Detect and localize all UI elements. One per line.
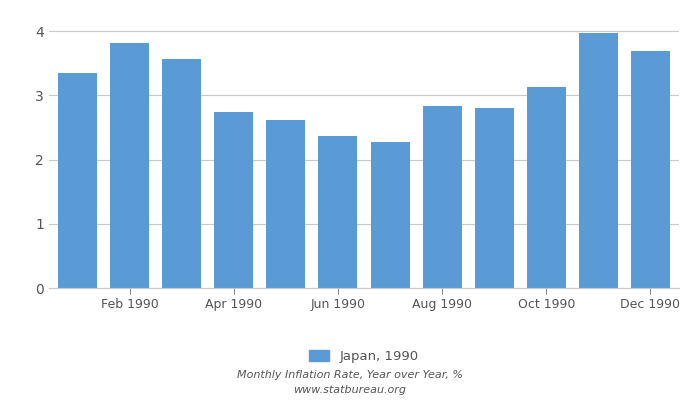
Bar	[267, 120, 305, 288]
Bar	[370, 142, 410, 288]
Bar	[162, 59, 202, 288]
Bar	[475, 108, 514, 288]
Bar	[110, 43, 149, 288]
Bar	[526, 87, 566, 288]
Legend: Japan, 1990: Japan, 1990	[304, 344, 424, 368]
Bar	[579, 33, 618, 288]
Bar	[318, 136, 358, 288]
Bar	[631, 51, 670, 288]
Bar	[423, 106, 461, 288]
Bar	[214, 112, 253, 288]
Bar	[58, 73, 97, 288]
Text: Monthly Inflation Rate, Year over Year, %: Monthly Inflation Rate, Year over Year, …	[237, 370, 463, 380]
Text: www.statbureau.org: www.statbureau.org	[293, 385, 407, 395]
